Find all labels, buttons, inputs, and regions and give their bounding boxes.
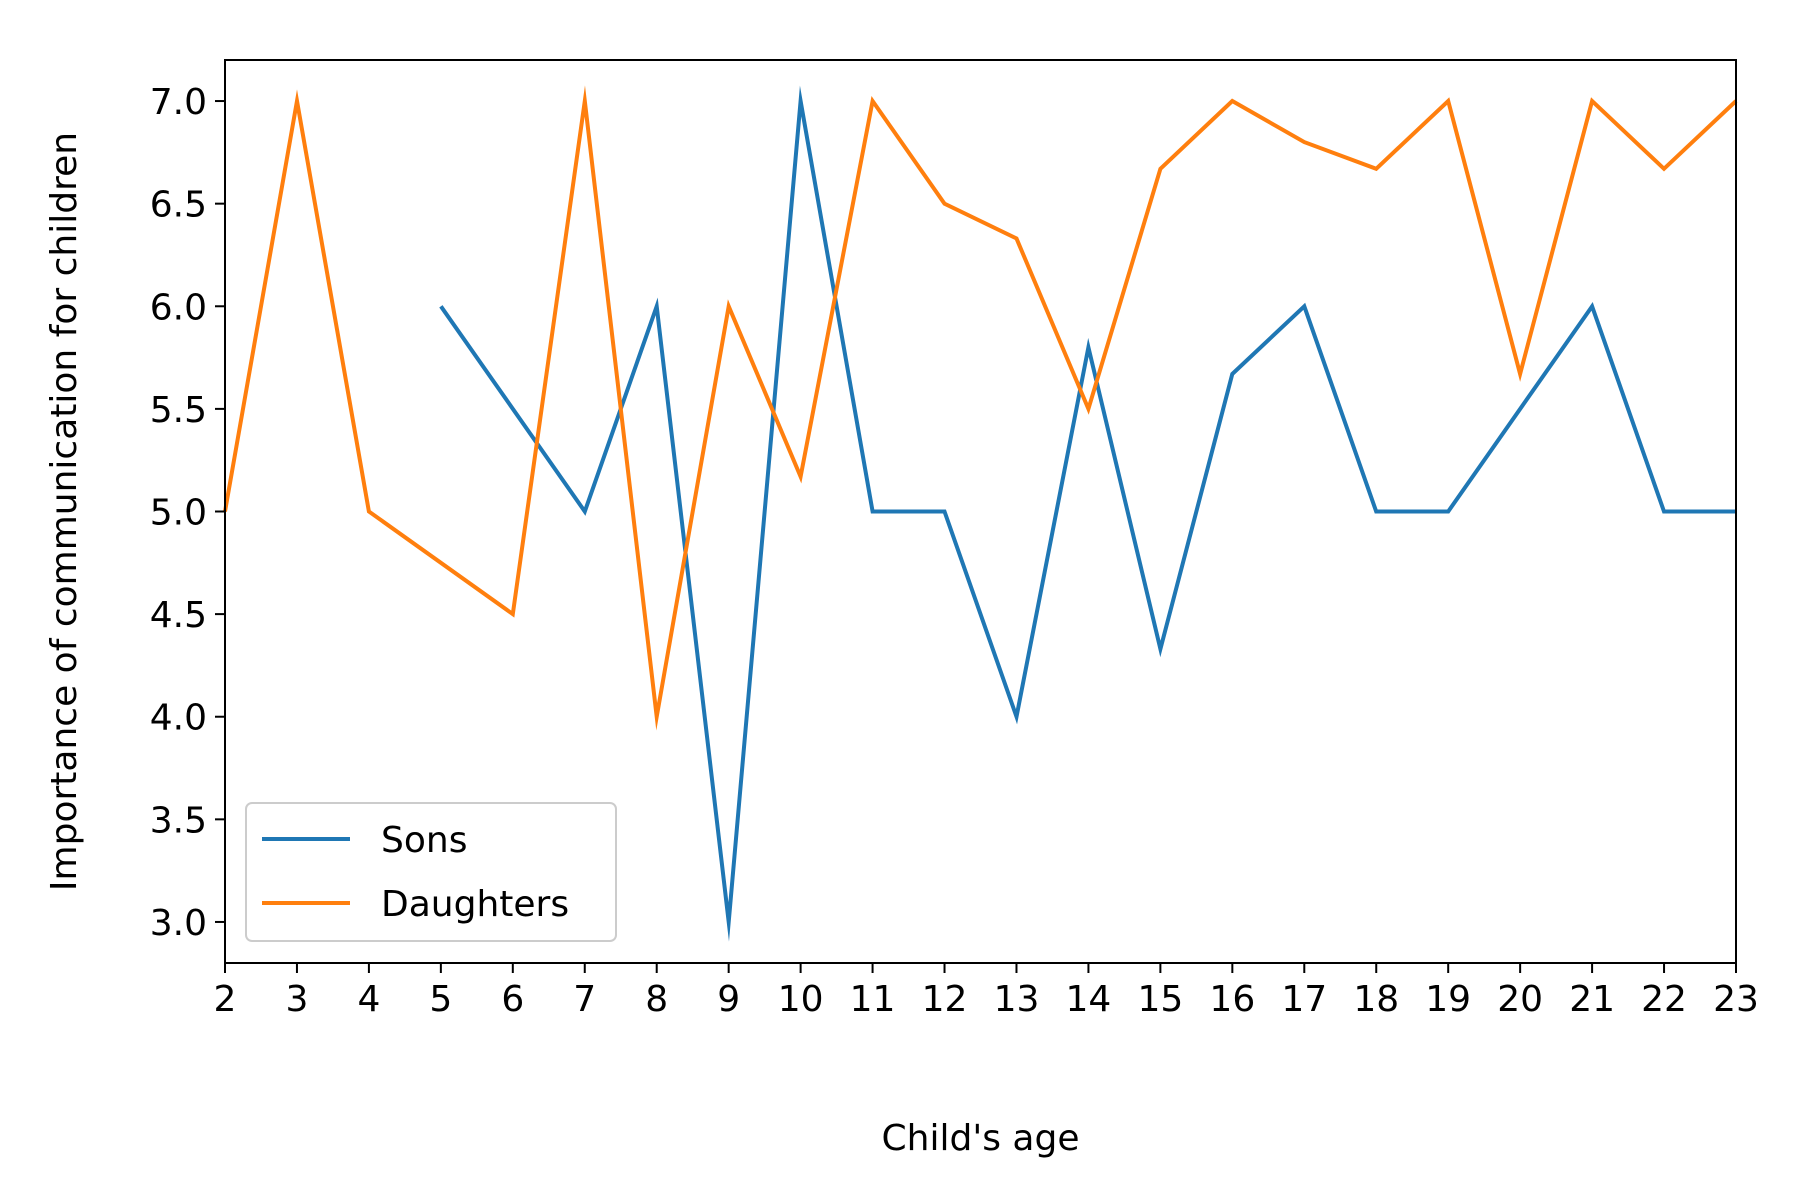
y-tick-label: 5.0 (150, 493, 207, 534)
x-tick-label: 18 (1353, 979, 1399, 1020)
x-tick-label: 22 (1641, 979, 1687, 1020)
x-tick-label: 3 (285, 979, 308, 1020)
x-tick-label: 21 (1569, 979, 1615, 1020)
x-tick-label: 17 (1281, 979, 1327, 1020)
x-tick-label: 13 (994, 979, 1040, 1020)
x-tick-label: 9 (717, 979, 740, 1020)
y-tick-label: 6.5 (150, 185, 207, 226)
y-tick-label: 4.0 (150, 698, 207, 739)
x-tick-label: 4 (357, 979, 380, 1020)
x-tick-label: 8 (645, 979, 668, 1020)
series-line-sons (439, 85, 1736, 942)
y-tick-label: 3.0 (150, 903, 207, 944)
x-tick-label: 19 (1425, 979, 1471, 1020)
x-tick-label: 23 (1713, 979, 1759, 1020)
x-axis-label: Child's age (882, 1118, 1080, 1159)
x-tick-label: 6 (501, 979, 524, 1020)
y-tick-label: 7.0 (150, 82, 207, 123)
y-tick-label: 6.0 (150, 287, 207, 328)
x-tick-label: 12 (922, 979, 968, 1020)
legend: Sons Daughters (245, 802, 617, 942)
x-tick-label: 5 (429, 979, 452, 1020)
x-tick-label: 11 (850, 979, 896, 1020)
series-line-daughters (223, 85, 1738, 731)
x-tick-label: 7 (573, 979, 596, 1020)
x-tick-label: 20 (1497, 979, 1543, 1020)
legend-label-sons: Sons (381, 820, 467, 861)
x-tick-label: 16 (1209, 979, 1255, 1020)
x-tick-label: 10 (778, 979, 824, 1020)
legend-label-daughters: Daughters (381, 884, 569, 925)
y-tick-label: 3.5 (150, 800, 207, 841)
y-tick-label: 5.5 (150, 390, 207, 431)
y-axis-label: Importance of communication for children (44, 132, 85, 891)
x-tick-label: 15 (1137, 979, 1183, 1020)
series-layer (223, 85, 1738, 942)
y-axis: 3.0 3.5 4.0 4.5 5.0 5.5 6.0 6.5 7.0 (150, 82, 225, 944)
x-tick-label: 2 (214, 979, 237, 1020)
y-tick-label: 4.5 (150, 595, 207, 636)
x-tick-label: 14 (1066, 979, 1112, 1020)
x-axis: 2 3 4 5 6 7 8 9 10 11 12 13 14 15 16 17 18 19 20 21 22 23 (214, 963, 1759, 1020)
